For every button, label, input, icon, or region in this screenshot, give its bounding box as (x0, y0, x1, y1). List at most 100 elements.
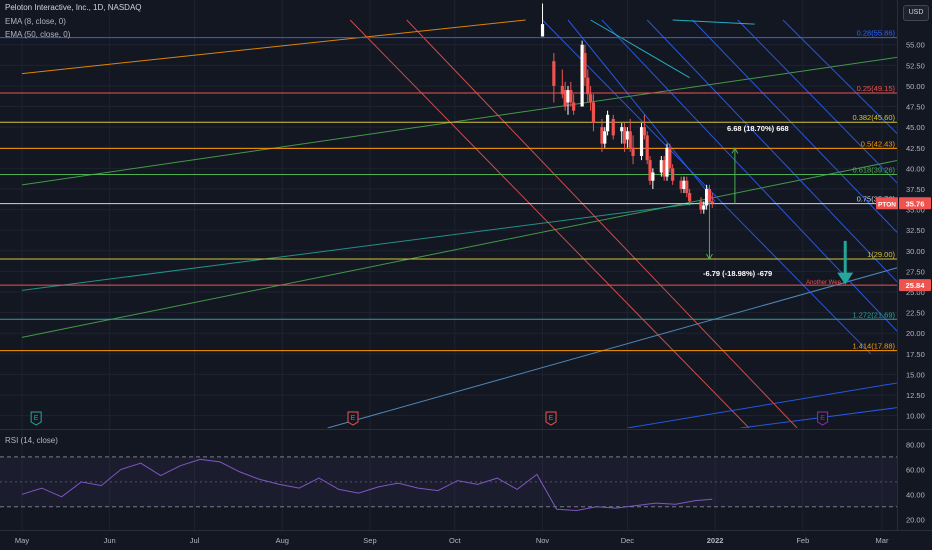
candle-body (710, 201, 714, 204)
price-axis-tick: 45.00 (906, 123, 925, 132)
earnings-marker-label: E (34, 415, 39, 422)
candle-body (540, 24, 545, 37)
trend-line[interactable] (21, 56, 899, 186)
candle-body (603, 131, 607, 144)
candle-body (642, 127, 646, 136)
price-axis-tick: 25.00 (906, 288, 925, 297)
candle-body (665, 147, 669, 177)
time-axis-tick: 2022 (707, 536, 724, 545)
price-axis-tick: 55.00 (906, 41, 925, 50)
earnings-marker[interactable] (817, 411, 829, 426)
indicator-ema-50[interactable]: EMA (50, close, 0) (5, 30, 71, 39)
time-axis[interactable]: May Jun Jul Aug Sep Oct Nov Dec 2022 Feb Mar (15, 536, 889, 545)
measure-up-arrowhead (731, 147, 739, 154)
trend-line[interactable] (21, 200, 713, 291)
trend-line[interactable] (782, 19, 899, 135)
trend-line[interactable] (646, 19, 899, 284)
indicator-ema-8[interactable]: EMA (8, close, 0) (5, 17, 66, 26)
candle-body (671, 168, 675, 181)
candlestick-series (540, 3, 714, 214)
trend-line[interactable] (327, 267, 899, 428)
time-axis-tick: Oct (449, 536, 462, 545)
candle-body (685, 180, 689, 194)
candle-body (569, 90, 573, 103)
rsi-axis-tick: 80.00 (906, 440, 925, 449)
price-axis-tick: 17.50 (906, 350, 925, 359)
earnings-marker[interactable] (30, 411, 42, 426)
current-price-badge (899, 197, 931, 210)
trend-line[interactable] (692, 19, 899, 234)
price-axis-tick: 10.00 (906, 412, 925, 421)
fib-level-label: 0.5(42.43) (861, 139, 896, 148)
candle-body (563, 90, 567, 107)
candle-body (705, 188, 709, 206)
candle-body (620, 127, 624, 132)
candle-body (580, 44, 584, 107)
measure-up-label[interactable]: 6.68 (18.70%) 668 (727, 124, 789, 133)
trend-line[interactable] (21, 19, 526, 75)
trend-line[interactable] (627, 382, 899, 428)
time-axis-tick: Jun (104, 536, 116, 545)
fib-level-label: 1(29.00) (867, 250, 895, 259)
candle-body (583, 52, 587, 78)
candle-body (586, 77, 590, 95)
price-axis-tick: 12.50 (906, 391, 925, 400)
price-axis-tick: 27.50 (906, 267, 925, 276)
rsi-line[interactable] (21, 458, 713, 512)
rsi-panel[interactable] (0, 456, 897, 512)
trend-line[interactable] (349, 19, 750, 428)
fib-level-label: 1.272(21.69) (852, 310, 895, 319)
rsi-title[interactable]: RSI (14, close) (5, 436, 58, 445)
measure-down-label[interactable]: -6.79 (-18.98%) -679 (703, 269, 772, 278)
trend-lines[interactable] (21, 19, 899, 428)
trend-line[interactable] (737, 19, 899, 185)
trend-line[interactable] (406, 19, 798, 428)
earnings-marker[interactable] (347, 411, 359, 426)
candle-body (707, 188, 712, 202)
rsi-band-fill (0, 456, 897, 507)
time-axis-tick: Feb (796, 536, 809, 545)
target-arrow-shaft[interactable] (843, 240, 847, 275)
price-axis-tick: 15.00 (906, 370, 925, 379)
price-axis-tick: 30.00 (906, 247, 925, 256)
candle-body (552, 61, 556, 86)
candle-body (639, 127, 644, 156)
annotations[interactable]: 6.68 (18.70%) 668 -6.79 (-18.98%) -679 Ano… (703, 124, 854, 286)
candle-body (668, 147, 672, 169)
time-axis-tick: Mar (876, 536, 889, 545)
candle-body (645, 135, 649, 161)
currency-button[interactable]: USD (903, 5, 929, 21)
rsi-axis-tick: 40.00 (906, 490, 925, 499)
candle-body (589, 94, 593, 103)
candle-body (628, 131, 632, 148)
annotation-label[interactable]: Another Wee... (806, 280, 846, 286)
trend-line[interactable] (590, 19, 690, 79)
time-axis-tick: Aug (276, 536, 289, 545)
symbol-title[interactable]: Peloton Interactive, Inc., 1D, NASDAQ (5, 3, 142, 12)
time-axis-tick: Dec (621, 536, 635, 545)
fib-level-label: 0.618(39.26) (852, 165, 895, 174)
price-axis-tick: 52.50 (906, 61, 925, 70)
symbol-badge-label: PTON (878, 201, 896, 208)
earnings-marker[interactable] (545, 411, 557, 426)
candle-body (560, 85, 564, 95)
target-arrow-head[interactable] (837, 272, 854, 285)
candle-body (600, 127, 604, 144)
fibonacci-levels[interactable]: 0.28(55.86) 0.25(49.15) 0.382(45.60) 0.5(42… (0, 29, 897, 352)
price-axis-tick: 50.00 (906, 82, 925, 91)
rsi-axis[interactable]: 80.00 60.00 40.00 20.00 (906, 440, 925, 524)
trend-line[interactable] (601, 19, 899, 333)
trend-line[interactable] (21, 160, 899, 338)
candle-body (699, 201, 703, 210)
candle-body (566, 90, 570, 103)
time-axis-tick: Sep (363, 536, 376, 545)
price-axis[interactable]: 55.00 52.50 50.00 47.50 45.00 42.50 40.00 37.50… (906, 41, 925, 421)
measure-down-arrowhead (706, 253, 713, 261)
price-axis-tick: 47.50 (906, 103, 925, 112)
candle-body (625, 131, 629, 140)
price-axis-tick: 22.50 (906, 309, 925, 318)
trend-line[interactable] (672, 19, 755, 25)
